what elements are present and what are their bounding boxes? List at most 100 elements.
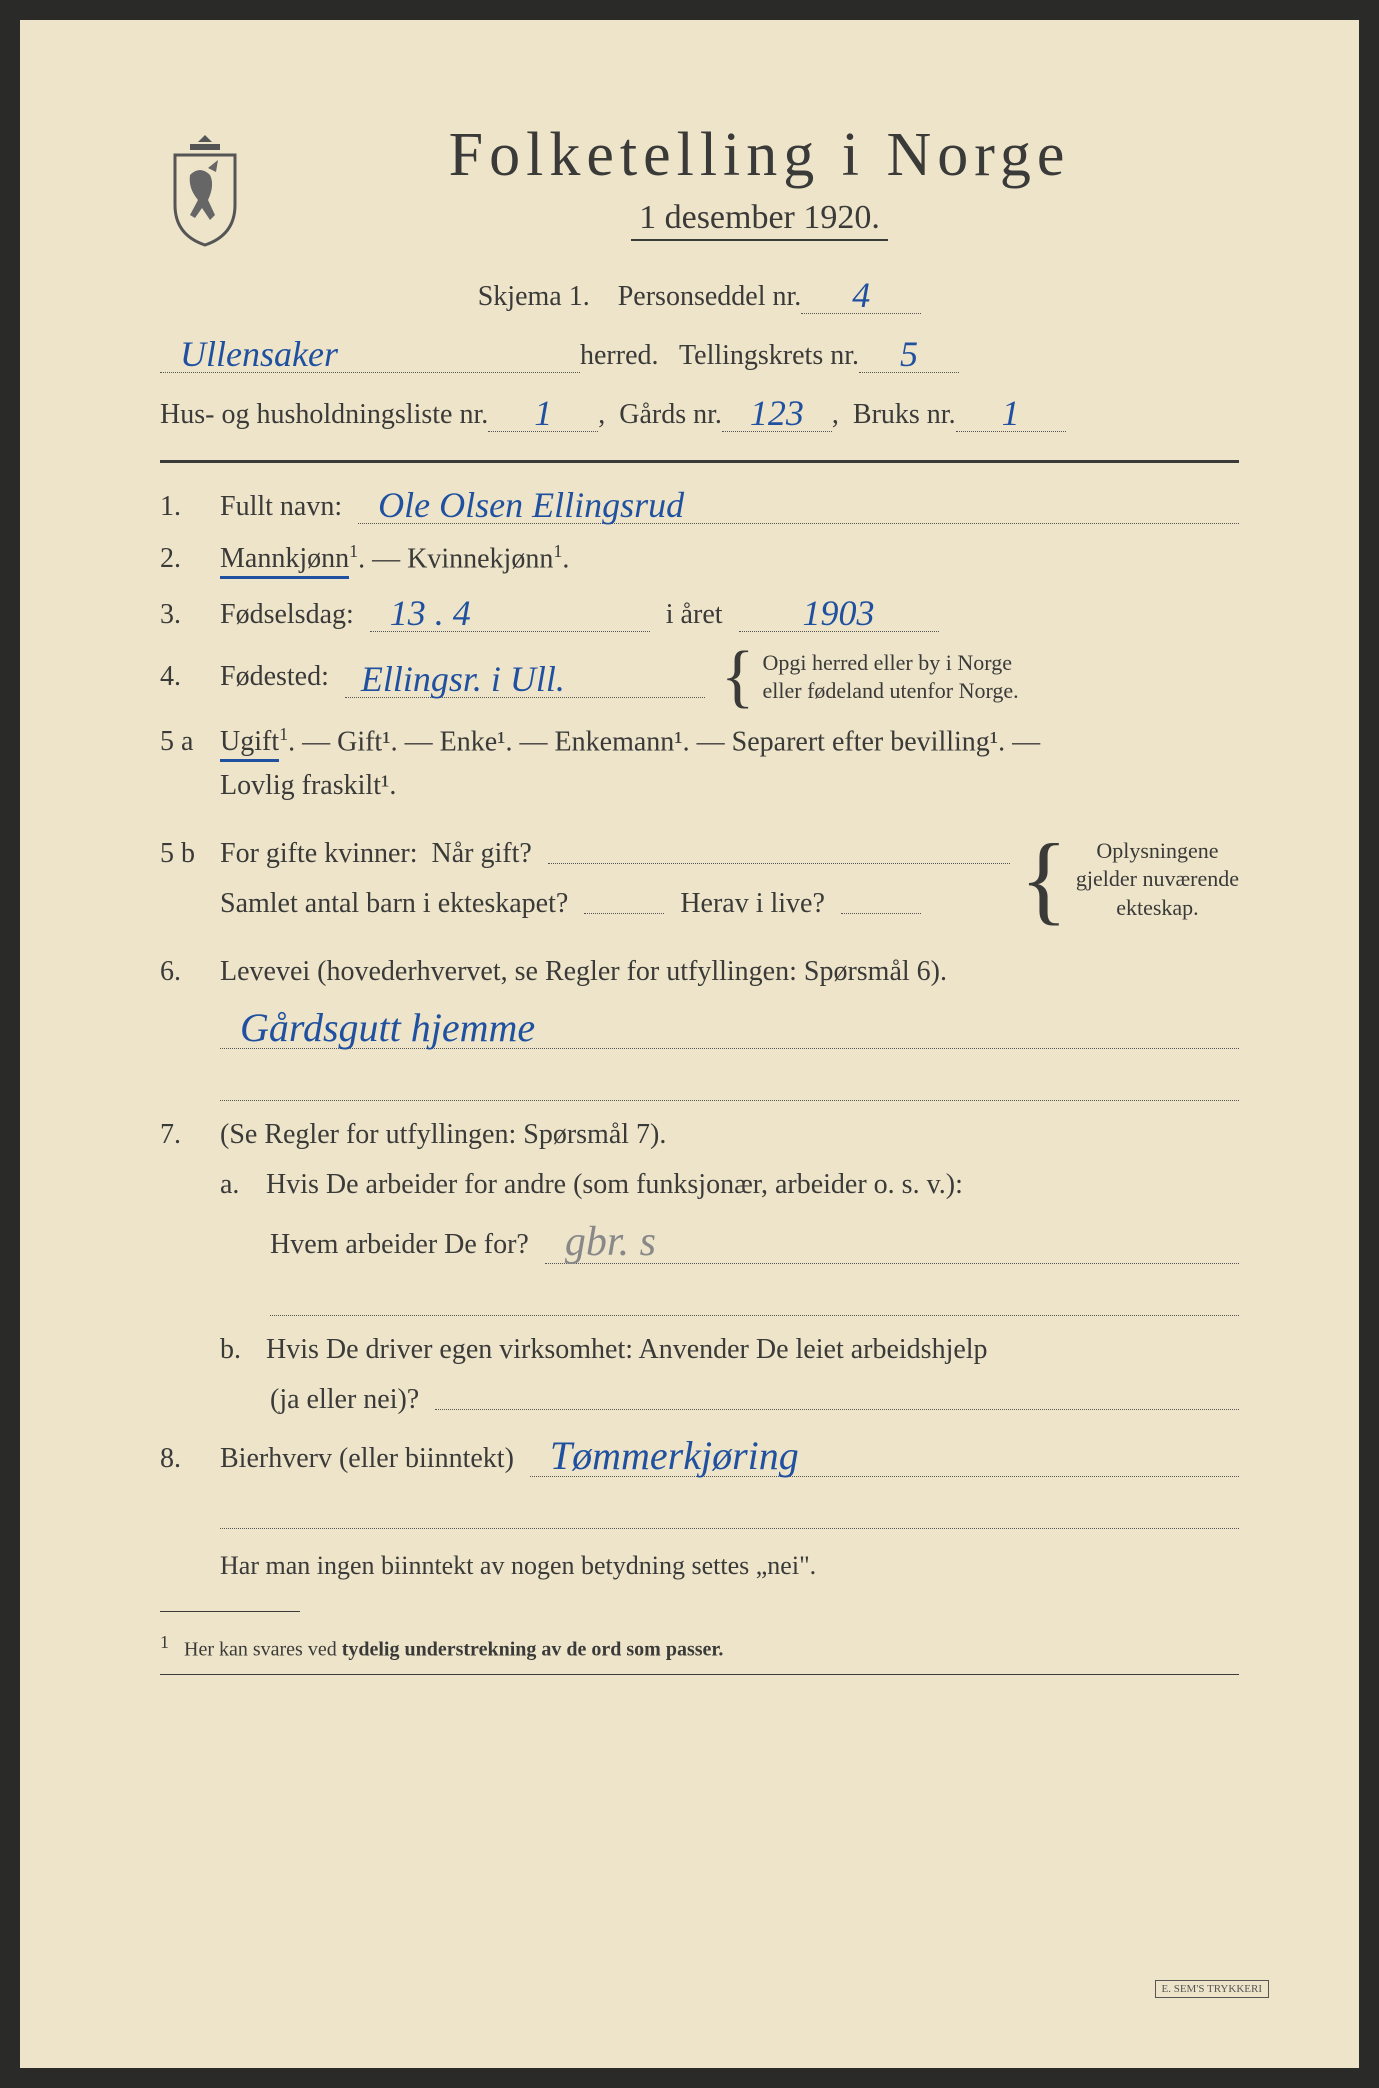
q6: 6. Levevei (hovederhvervet, se Regler fo…	[160, 956, 1239, 988]
q7b-label: b.	[220, 1334, 250, 1366]
divider	[160, 460, 1239, 463]
q3-num: 3.	[160, 599, 204, 631]
q7b: b. Hvis De driver egen virksomhet: Anven…	[220, 1334, 1239, 1366]
q6-num: 6.	[160, 956, 204, 988]
q8-num: 8.	[160, 1443, 204, 1475]
q1-label: Fullt navn:	[220, 491, 342, 523]
meta-line-1: Skjema 1. Personseddel nr. 4	[160, 270, 1239, 323]
foot1: Har man ingen biinntekt av nogen betydni…	[220, 1551, 816, 1581]
bottom-rule	[160, 1674, 1239, 1675]
herred-label: herred. Tellingskrets nr.	[580, 329, 859, 382]
husliste-label: Hus- og husholdningsliste nr.	[160, 388, 488, 441]
gards-nr: 123	[722, 395, 832, 432]
q5b-note1: Oplysningene	[1076, 837, 1239, 866]
q3: 3. Fødselsdag: 13 . 4 i året 1903	[160, 593, 1239, 631]
q5a-line2-row: Lovlig fraskilt¹.	[220, 770, 1239, 802]
q5b-num: 5 b	[160, 838, 204, 870]
q7-num: 7.	[160, 1119, 204, 1151]
q6-label: Levevei (hovederhvervet, se Regler for u…	[220, 956, 1239, 988]
q2-num: 2.	[160, 543, 204, 575]
main-title: Folketelling i Norge	[280, 120, 1239, 191]
q2-rest: . — Kvinnekjønn	[358, 543, 553, 574]
q8-value: Tømmerkjøring	[530, 1436, 1239, 1477]
q4-note2: eller fødeland utenfor Norge.	[763, 677, 1019, 706]
q1-num: 1.	[160, 491, 204, 523]
q7a-text: Hvis De arbeider for andre (som funksjon…	[266, 1169, 1239, 1201]
q2-body: Mannkjønn1. — Kvinnekjønn1.	[220, 541, 569, 575]
q1: 1. Fullt navn: Ole Olsen Ellingsrud	[160, 485, 1239, 523]
q3-year: 1903	[739, 595, 939, 632]
footnote-rule	[160, 1611, 300, 1612]
q4-value: Ellingsr. i Ull.	[345, 661, 705, 698]
q5b-barn	[584, 913, 664, 914]
q5b-live	[841, 913, 921, 914]
q7b-q: (ja eller nei)?	[270, 1384, 1239, 1416]
title-block: Folketelling i Norge 1 desember 1920.	[280, 120, 1239, 241]
q3-mid: i året	[666, 599, 723, 631]
footnote: 1 Her kan svares ved tydelig understrekn…	[160, 1632, 1239, 1662]
q2-sup1: 1	[349, 541, 358, 561]
q7a: a. Hvis De arbeider for andre (som funks…	[220, 1169, 1239, 1201]
blank-line	[220, 1073, 1239, 1101]
skjema-label: Skjema 1. Personseddel nr.	[478, 270, 802, 323]
q7a-qtext: Hvem arbeider De for?	[270, 1229, 529, 1261]
meta-line-3: Hus- og husholdningsliste nr. 1 , Gårds …	[160, 388, 1239, 441]
q5b-line2: Samlet antal barn i ekteskapet? Herav i …	[220, 888, 1010, 920]
q7-label: (Se Regler for utfyllingen: Spørsmål 7).	[220, 1119, 1239, 1151]
q5b-line1: 5 b For gifte kvinner: Når gift?	[160, 838, 1010, 870]
foot1-row: Har man ingen biinntekt av nogen betydni…	[220, 1551, 1239, 1581]
q5b-l1a: For gifte kvinner: Når gift?	[220, 838, 532, 870]
brace-icon: {	[1020, 839, 1068, 919]
q5a-line2: Lovlig fraskilt¹.	[220, 770, 396, 802]
q5a-num: 5 a	[160, 726, 204, 758]
q5b-l2b: Herav i live?	[680, 888, 825, 920]
q3-label: Fødselsdag:	[220, 599, 354, 631]
q2-mannkjonn: Mannkjønn	[220, 543, 349, 579]
q5a-body: Ugift1. — Gift¹. — Enke¹. — Enkemann¹. —…	[220, 724, 1239, 758]
q1-value: Ole Olsen Ellingsrud	[358, 487, 1239, 524]
printer-stamp: E. SEM'S TRYKKERI	[1155, 1980, 1270, 1998]
blank-line	[270, 1288, 1239, 1316]
subtitle: 1 desember 1920.	[631, 199, 888, 241]
q5a-ugift: Ugift	[220, 726, 279, 762]
q8-label: Bierhverv (eller biinntekt)	[220, 1443, 514, 1475]
q5b-gift-val	[548, 863, 1010, 864]
q4: 4. Fødested: Ellingsr. i Ull. { Opgi her…	[160, 649, 1239, 706]
q5b-l2a: Samlet antal barn i ekteskapet?	[220, 888, 568, 920]
personseddel-nr: 4	[801, 277, 921, 314]
q7a-label: a.	[220, 1169, 250, 1201]
coat-of-arms-icon	[160, 130, 250, 250]
q7b-text: Hvis De driver egen virksomhet: Anvender…	[266, 1334, 1239, 1366]
gards-label: , Gårds nr.	[598, 388, 722, 441]
husliste-nr: 1	[488, 395, 598, 432]
q2: 2. Mannkjønn1. — Kvinnekjønn1.	[160, 541, 1239, 575]
q7b-qtext: (ja eller nei)?	[270, 1384, 419, 1416]
q5b-note3: ekteskap.	[1076, 894, 1239, 923]
q7a-q: Hvem arbeider De for? gbr. s	[270, 1219, 1239, 1262]
q5b-note: { Oplysningene gjelder nuværende ekteska…	[1020, 837, 1239, 923]
q7a-value: gbr. s	[545, 1221, 1239, 1264]
q4-label: Fødested:	[220, 661, 329, 693]
q4-note: { Opgi herred eller by i Norge eller fød…	[721, 649, 1019, 706]
foot2-text: Her kan svares ved tydelig understreknin…	[184, 1639, 723, 1661]
q2-sup2: 1	[553, 541, 562, 561]
q5b: 5 b For gifte kvinner: Når gift? Samlet …	[160, 820, 1239, 938]
meta-line-2: Ullensaker herred. Tellingskrets nr. 5	[160, 329, 1239, 382]
q3-day: 13 . 4	[370, 595, 650, 632]
q5a: 5 a Ugift1. — Gift¹. — Enke¹. — Enkemann…	[160, 724, 1239, 758]
bruks-nr: 1	[956, 395, 1066, 432]
q5a-rest: . — Gift¹. — Enke¹. — Enkemann¹. — Separ…	[288, 726, 1040, 757]
q8: 8. Bierhverv (eller biinntekt) Tømmerkjø…	[160, 1434, 1239, 1475]
q4-num: 4.	[160, 661, 204, 693]
brace-icon: {	[721, 649, 755, 705]
bruks-label: , Bruks nr.	[832, 388, 956, 441]
q7b-value	[435, 1409, 1239, 1410]
q4-note1: Opgi herred eller by i Norge	[763, 649, 1019, 678]
herred-value: Ullensaker	[160, 336, 580, 373]
q6-value: Gårdsgutt hjemme	[220, 1008, 1239, 1049]
foot2-num: 1	[160, 1632, 169, 1652]
census-form-page: Folketelling i Norge 1 desember 1920. Sk…	[20, 20, 1359, 2068]
q6-value-row: Gårdsgutt hjemme	[220, 1006, 1239, 1047]
blank-line	[220, 1501, 1239, 1529]
q7: 7. (Se Regler for utfyllingen: Spørsmål …	[160, 1119, 1239, 1151]
